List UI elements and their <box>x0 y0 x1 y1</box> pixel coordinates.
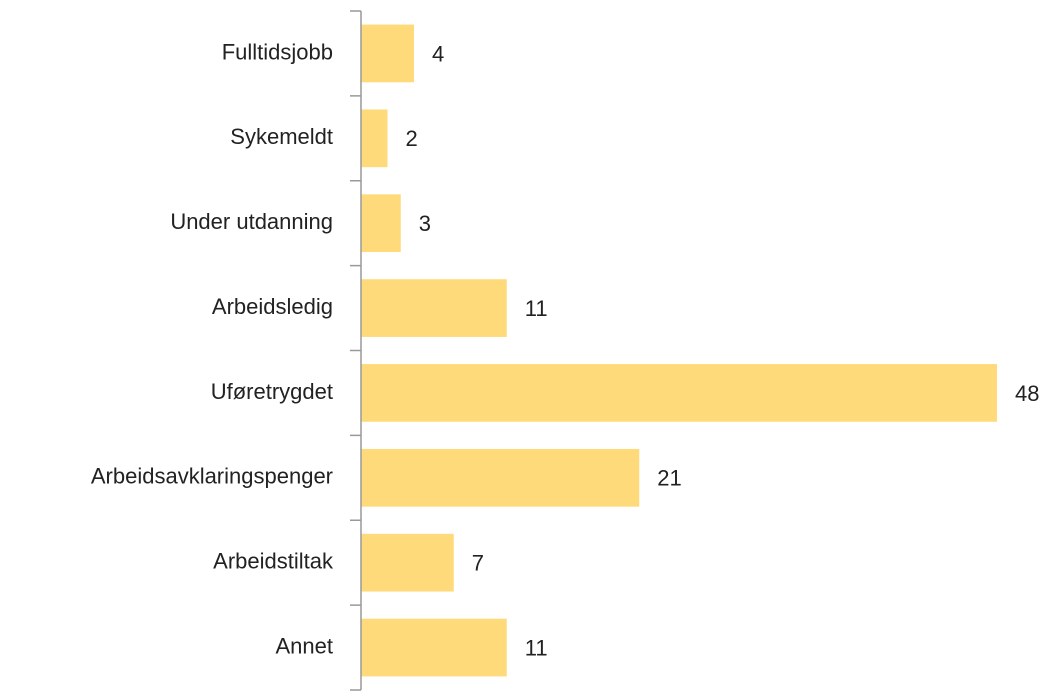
bar <box>361 109 388 168</box>
data-label: 11 <box>525 635 548 660</box>
data-label: 7 <box>472 551 484 576</box>
y-tick-label: Uføretrygdet <box>211 379 333 404</box>
bar <box>361 279 507 337</box>
y-tick-label: Sykemeldt <box>230 124 333 149</box>
y-tick-label: Arbeidstiltak <box>213 549 334 574</box>
y-tick-label: Fulltidsjobb <box>222 39 333 64</box>
y-tick-label: Arbeidsavklaringspenger <box>91 464 333 489</box>
bar <box>361 533 454 592</box>
bar <box>361 364 997 422</box>
bar <box>361 448 640 507</box>
data-label: 4 <box>432 41 444 66</box>
y-tick-label: Arbeidsledig <box>212 294 333 319</box>
data-label: 21 <box>657 466 681 491</box>
data-label: 11 <box>525 296 548 321</box>
bar <box>361 194 401 253</box>
data-label: 48 <box>1015 381 1039 406</box>
data-label: 3 <box>419 211 431 236</box>
data-label: 2 <box>406 126 418 151</box>
y-tick-label: Under utdanning <box>170 209 333 234</box>
bar <box>361 618 507 677</box>
y-tick-label: Annet <box>276 633 334 658</box>
bar <box>361 24 414 83</box>
